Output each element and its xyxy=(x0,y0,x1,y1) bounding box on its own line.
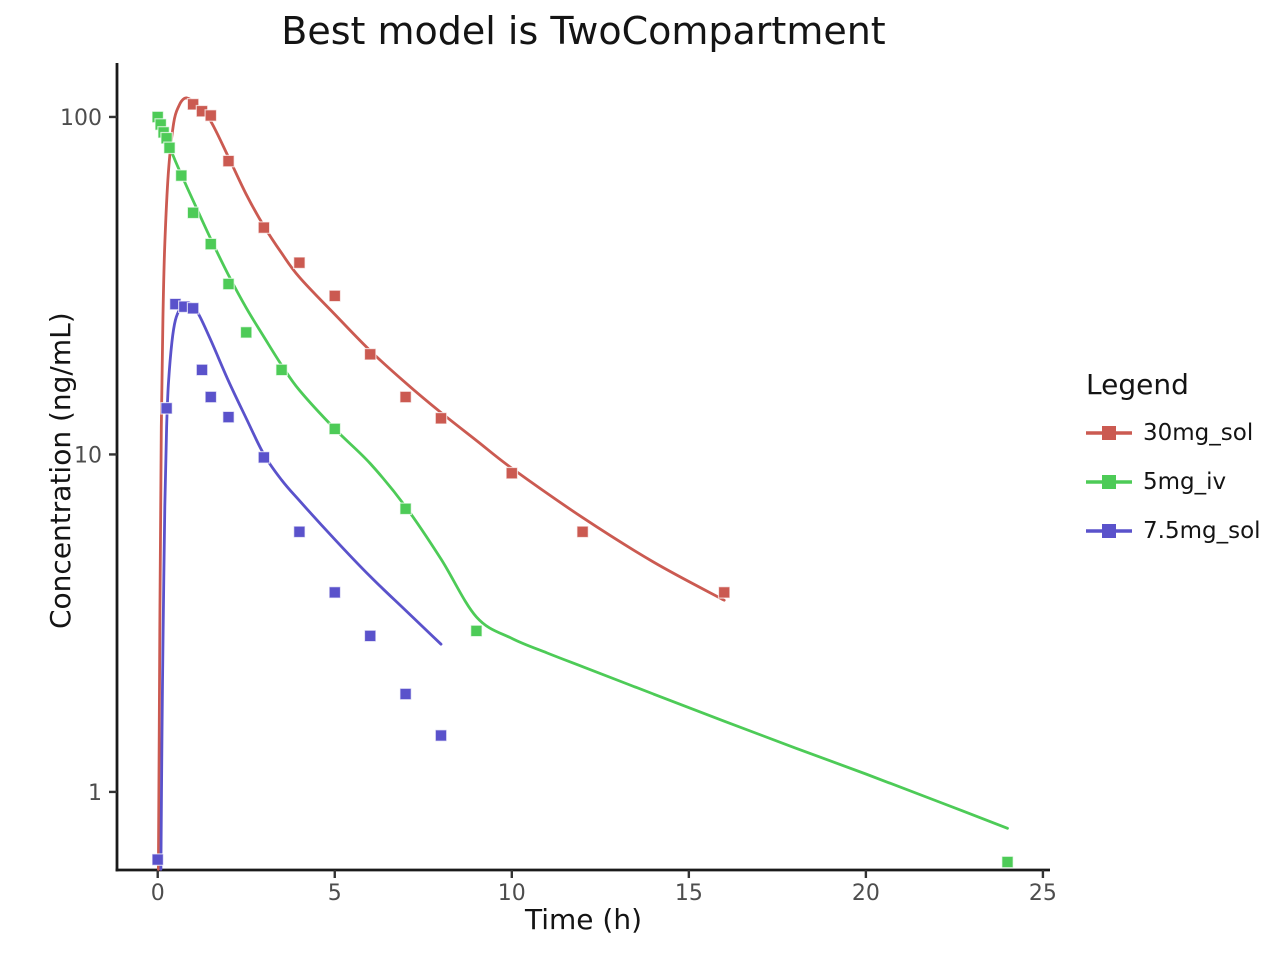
legend-item: 5mg_iv xyxy=(1086,464,1261,500)
data-point-30mg_sol xyxy=(399,390,412,404)
data-point-5mg_iv xyxy=(470,624,483,638)
data-point-5mg_iv xyxy=(186,206,200,220)
data-point-30mg_sol xyxy=(293,256,306,269)
data-point-30mg_sol xyxy=(204,109,218,122)
data-point-7.5mg_sol xyxy=(434,729,448,742)
data-point-7.5mg_sol xyxy=(222,410,235,424)
data-point-7.5mg_sol xyxy=(151,853,164,866)
legend-item: 7.5mg_sol xyxy=(1086,513,1261,549)
legend-item-label: 5mg_iv xyxy=(1143,469,1227,495)
data-point-5mg_iv xyxy=(275,363,288,377)
data-point-5mg_iv xyxy=(399,502,412,516)
series-swatch-icon xyxy=(1086,426,1132,440)
data-point-5mg_iv xyxy=(222,277,235,291)
data-point-7.5mg_sol xyxy=(186,302,200,315)
x-axis-label: Time (h) xyxy=(524,903,643,936)
observed-points-7.5mg_sol xyxy=(151,297,448,866)
x-tick-label: 5 xyxy=(328,881,342,906)
x-tick-label: 0 xyxy=(151,881,165,906)
data-point-30mg_sol xyxy=(717,586,731,599)
legend-item: 30mg_sol xyxy=(1086,415,1261,451)
data-point-7.5mg_sol xyxy=(363,629,377,643)
data-point-30mg_sol xyxy=(576,525,589,539)
data-point-5mg_iv xyxy=(328,422,342,436)
fit-curve-7.5mg_sol xyxy=(159,301,443,871)
data-point-7.5mg_sol xyxy=(204,390,218,404)
data-point-30mg_sol xyxy=(186,97,200,111)
y-tick-label: 1 xyxy=(88,781,102,806)
data-point-7.5mg_sol xyxy=(257,451,271,464)
data-point-5mg_iv xyxy=(239,326,253,339)
y-axis-label: Concentration (ng/mL) xyxy=(44,312,77,629)
legend-item-label: 7.5mg_sol xyxy=(1143,518,1261,544)
y-tick-label: 10 xyxy=(74,443,102,468)
data-point-7.5mg_sol xyxy=(399,687,412,701)
x-tick-label: 10 xyxy=(498,881,526,906)
data-point-30mg_sol xyxy=(505,466,519,480)
series-swatch-icon xyxy=(1086,524,1132,538)
y-tick-label: 100 xyxy=(60,106,102,131)
x-tick-label: 15 xyxy=(675,881,703,906)
observed-points-5mg_iv xyxy=(151,110,1014,869)
data-point-7.5mg_sol xyxy=(328,586,342,599)
data-point-30mg_sol xyxy=(257,221,271,234)
fit-curve-30mg_sol xyxy=(157,96,726,871)
observed-points-30mg_sol xyxy=(186,97,731,599)
data-point-30mg_sol xyxy=(434,412,448,425)
series-swatch-icon xyxy=(1086,475,1132,489)
data-point-30mg_sol xyxy=(222,154,235,168)
data-point-7.5mg_sol xyxy=(195,363,209,377)
data-point-7.5mg_sol xyxy=(160,402,173,415)
chart-title: Best model is TwoCompartment xyxy=(281,9,886,53)
legend-title: Legend xyxy=(1086,368,1189,401)
data-point-5mg_iv xyxy=(1001,855,1014,869)
data-point-30mg_sol xyxy=(328,289,342,303)
legend-item-label: 30mg_sol xyxy=(1143,420,1254,446)
x-tick-label: 20 xyxy=(852,881,880,906)
x-tick-label: 25 xyxy=(1029,881,1057,906)
data-point-5mg_iv xyxy=(175,169,188,182)
data-point-5mg_iv xyxy=(163,141,176,155)
data-point-7.5mg_sol xyxy=(293,525,306,539)
fit-curve-5mg_iv xyxy=(156,114,1009,830)
data-point-5mg_iv xyxy=(204,237,218,251)
data-point-30mg_sol xyxy=(363,348,377,361)
legend: Legend 30mg_sol 5mg_iv 7.5mg_sol xyxy=(1086,368,1261,562)
